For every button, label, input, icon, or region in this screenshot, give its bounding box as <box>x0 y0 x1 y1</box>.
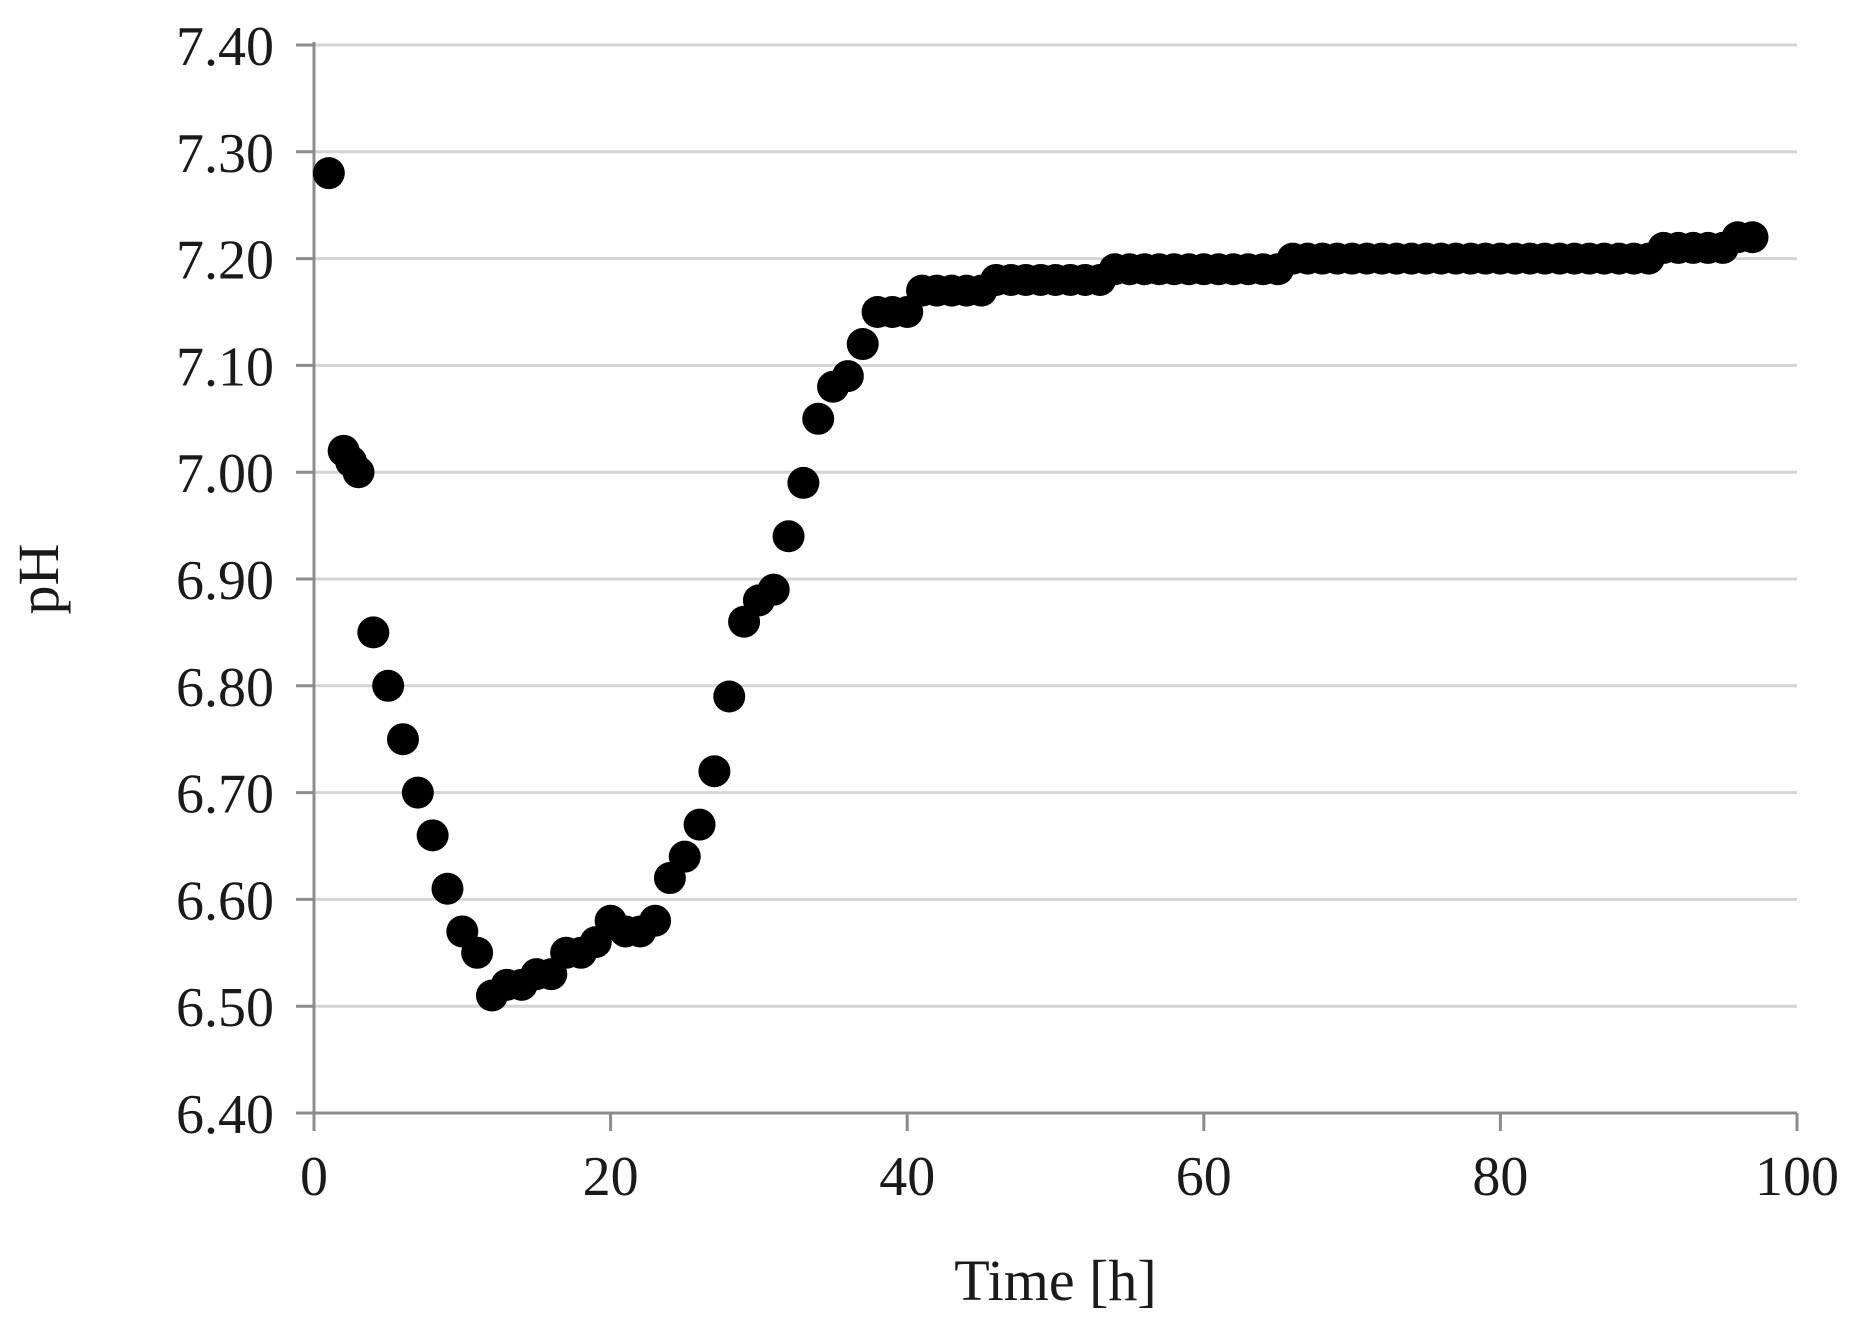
data-point <box>668 840 701 873</box>
y-tick-label: 6.70 <box>176 764 274 826</box>
data-points <box>312 157 1769 1012</box>
data-point <box>386 723 419 756</box>
data-point <box>713 680 746 713</box>
data-point <box>312 157 345 190</box>
x-tick-label: 0 <box>300 1146 328 1208</box>
y-axis-title: pH <box>6 544 71 615</box>
x-tick-label: 60 <box>1176 1146 1232 1208</box>
data-point <box>342 456 375 489</box>
x-tick-label: 40 <box>879 1146 935 1208</box>
x-tick-label: 80 <box>1472 1146 1528 1208</box>
x-tick-label: 100 <box>1755 1146 1839 1208</box>
y-tick-label: 6.80 <box>176 657 274 719</box>
y-tick-label: 6.40 <box>176 1084 274 1146</box>
data-point <box>372 669 405 702</box>
y-tick-label: 7.10 <box>176 336 274 398</box>
x-tick-labels: 0 20 40 60 80 100 <box>300 1146 1839 1208</box>
y-tick-label: 7.00 <box>176 443 274 505</box>
data-point <box>461 936 494 969</box>
y-tick-label: 7.30 <box>176 123 274 185</box>
tick-marks <box>296 43 1799 1131</box>
data-point <box>431 872 464 905</box>
data-point <box>683 808 716 841</box>
data-point <box>1736 221 1769 254</box>
data-point <box>831 360 864 393</box>
data-point <box>698 755 731 788</box>
data-point <box>639 904 672 937</box>
y-tick-label: 7.20 <box>176 230 274 292</box>
data-point <box>401 776 434 809</box>
y-tick-label: 7.40 <box>176 16 274 78</box>
data-point <box>846 328 879 361</box>
data-point <box>357 616 390 649</box>
y-tick-labels: 6.40 6.50 6.60 6.70 6.80 6.90 7.00 7.10 7.20 7.30… <box>176 16 274 1146</box>
data-point <box>757 573 790 606</box>
grid-lines <box>314 43 1797 1008</box>
data-point <box>787 466 820 499</box>
data-point <box>416 819 449 852</box>
x-axis-title: Time [h] <box>954 1248 1157 1313</box>
y-tick-label: 6.50 <box>176 977 274 1039</box>
x-tick-label: 20 <box>583 1146 639 1208</box>
data-point <box>772 520 805 553</box>
y-tick-label: 6.90 <box>176 550 274 612</box>
data-point <box>802 402 835 435</box>
y-tick-label: 6.60 <box>176 870 274 932</box>
